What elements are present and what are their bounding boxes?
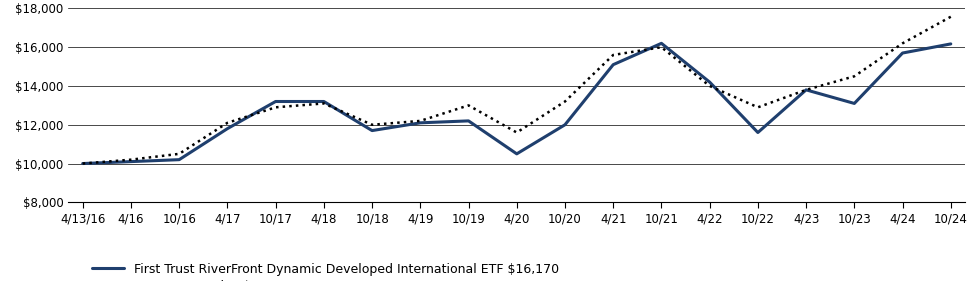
First Trust RiverFront Dynamic Developed International ETF $16,170 xyxy=(221,127,233,130)
MSCI EAFE Index $17,571 xyxy=(559,100,570,103)
MSCI EAFE Index $17,571 xyxy=(125,158,136,161)
MSCI EAFE Index $17,571 xyxy=(511,131,523,134)
MSCI EAFE Index $17,571 xyxy=(800,88,812,92)
First Trust RiverFront Dynamic Developed International ETF $16,170 xyxy=(704,80,716,84)
First Trust RiverFront Dynamic Developed International ETF $16,170 xyxy=(897,51,909,55)
MSCI EAFE Index $17,571 xyxy=(414,119,426,123)
First Trust RiverFront Dynamic Developed International ETF $16,170 xyxy=(318,100,330,103)
MSCI EAFE Index $17,571 xyxy=(607,53,619,57)
First Trust RiverFront Dynamic Developed International ETF $16,170 xyxy=(752,131,763,134)
Legend: First Trust RiverFront Dynamic Developed International ETF $16,170, MSCI EAFE In: First Trust RiverFront Dynamic Developed… xyxy=(93,263,559,281)
First Trust RiverFront Dynamic Developed International ETF $16,170 xyxy=(463,119,475,123)
MSCI EAFE Index $17,571 xyxy=(945,15,956,19)
First Trust RiverFront Dynamic Developed International ETF $16,170 xyxy=(848,102,860,105)
First Trust RiverFront Dynamic Developed International ETF $16,170 xyxy=(945,42,956,46)
First Trust RiverFront Dynamic Developed International ETF $16,170 xyxy=(607,63,619,66)
MSCI EAFE Index $17,571 xyxy=(221,121,233,124)
MSCI EAFE Index $17,571 xyxy=(463,104,475,107)
First Trust RiverFront Dynamic Developed International ETF $16,170 xyxy=(511,152,523,156)
First Trust RiverFront Dynamic Developed International ETF $16,170 xyxy=(125,160,136,163)
MSCI EAFE Index $17,571 xyxy=(752,106,763,109)
First Trust RiverFront Dynamic Developed International ETF $16,170 xyxy=(367,129,378,132)
First Trust RiverFront Dynamic Developed International ETF $16,170 xyxy=(655,42,667,45)
First Trust RiverFront Dynamic Developed International ETF $16,170 xyxy=(174,158,185,161)
MSCI EAFE Index $17,571 xyxy=(318,102,330,105)
MSCI EAFE Index $17,571 xyxy=(848,75,860,78)
Line: MSCI EAFE Index $17,571: MSCI EAFE Index $17,571 xyxy=(83,17,951,164)
MSCI EAFE Index $17,571 xyxy=(897,42,909,45)
First Trust RiverFront Dynamic Developed International ETF $16,170 xyxy=(77,162,89,165)
First Trust RiverFront Dynamic Developed International ETF $16,170 xyxy=(559,123,570,126)
MSCI EAFE Index $17,571 xyxy=(77,162,89,165)
MSCI EAFE Index $17,571 xyxy=(270,106,282,109)
Line: First Trust RiverFront Dynamic Developed International ETF $16,170: First Trust RiverFront Dynamic Developed… xyxy=(83,43,951,164)
First Trust RiverFront Dynamic Developed International ETF $16,170 xyxy=(270,100,282,103)
MSCI EAFE Index $17,571 xyxy=(174,152,185,156)
First Trust RiverFront Dynamic Developed International ETF $16,170 xyxy=(800,88,812,92)
MSCI EAFE Index $17,571 xyxy=(704,84,716,88)
MSCI EAFE Index $17,571 xyxy=(367,123,378,126)
First Trust RiverFront Dynamic Developed International ETF $16,170 xyxy=(414,121,426,124)
MSCI EAFE Index $17,571 xyxy=(655,46,667,49)
